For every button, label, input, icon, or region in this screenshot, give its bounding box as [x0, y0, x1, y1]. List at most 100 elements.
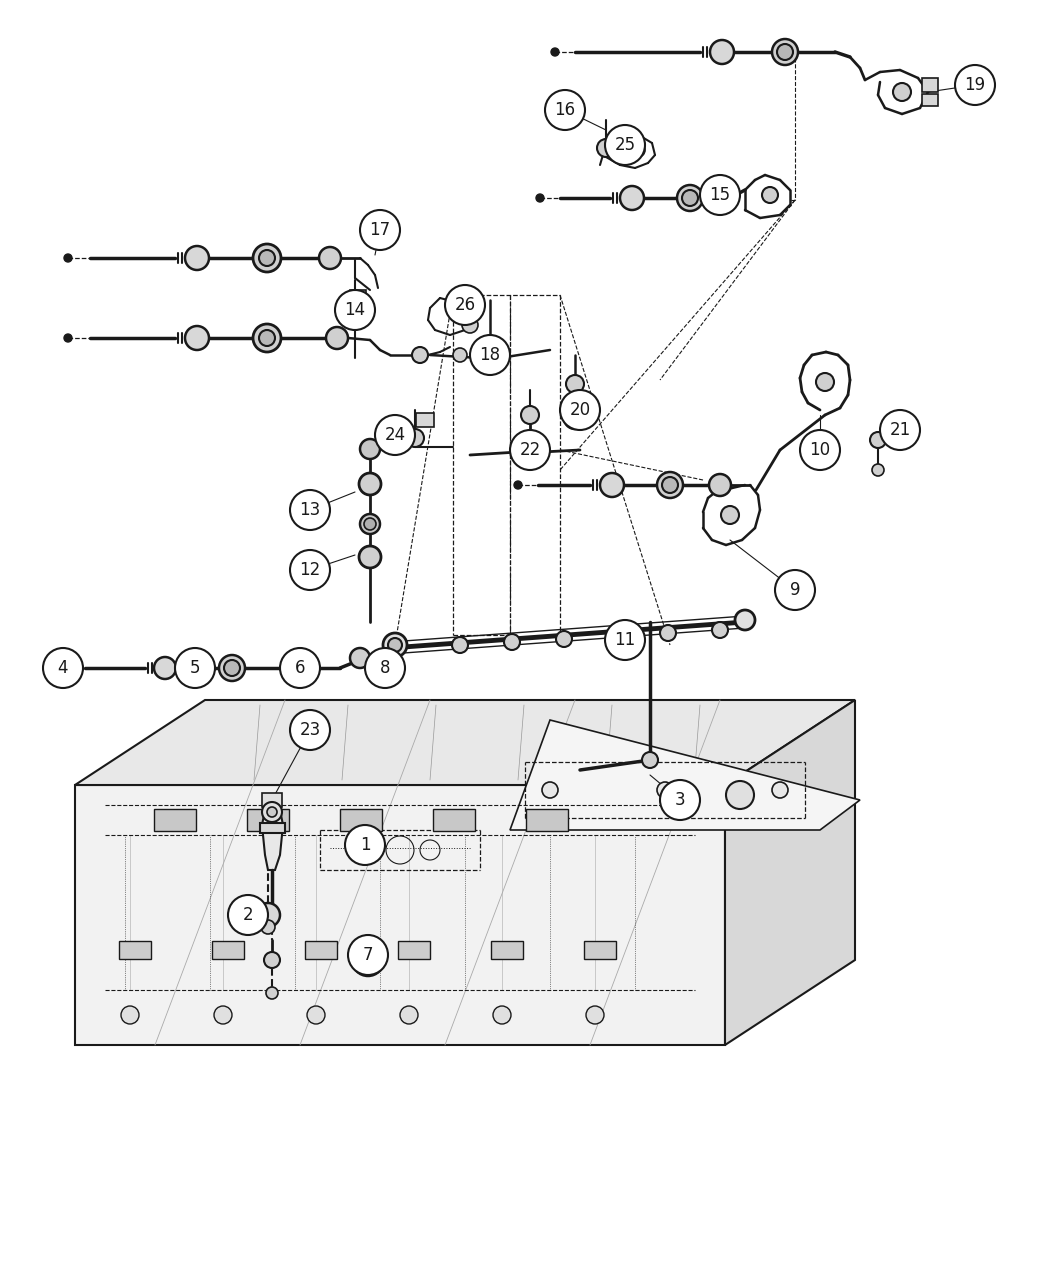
Circle shape — [504, 634, 520, 650]
Circle shape — [620, 186, 644, 210]
Circle shape — [452, 638, 468, 653]
Bar — [922, 94, 938, 106]
Bar — [304, 941, 337, 959]
Text: 8: 8 — [380, 659, 391, 677]
Circle shape — [453, 348, 467, 362]
Circle shape — [816, 374, 834, 391]
Circle shape — [726, 782, 754, 810]
Text: 5: 5 — [190, 659, 201, 677]
Bar — [491, 941, 523, 959]
Circle shape — [800, 430, 840, 470]
Circle shape — [542, 782, 558, 798]
Circle shape — [228, 895, 268, 935]
Circle shape — [700, 175, 740, 215]
Circle shape — [445, 286, 485, 325]
Circle shape — [551, 48, 559, 56]
Circle shape — [872, 464, 884, 476]
Circle shape — [518, 440, 542, 464]
Bar — [416, 413, 434, 427]
Circle shape — [352, 944, 384, 975]
Circle shape — [762, 187, 778, 203]
Circle shape — [660, 625, 676, 641]
Bar — [262, 793, 282, 807]
Circle shape — [290, 710, 330, 750]
Circle shape — [510, 430, 550, 470]
Circle shape — [375, 414, 415, 455]
Circle shape — [712, 622, 728, 638]
Circle shape — [514, 481, 522, 490]
Circle shape — [406, 428, 424, 448]
Text: 2: 2 — [243, 907, 253, 924]
Polygon shape — [510, 720, 860, 830]
Circle shape — [319, 247, 341, 269]
Bar — [259, 822, 285, 833]
Circle shape — [359, 473, 381, 495]
Circle shape — [359, 546, 381, 567]
Circle shape — [253, 324, 281, 352]
Circle shape — [335, 289, 375, 330]
Circle shape — [536, 194, 544, 201]
Text: 22: 22 — [520, 441, 541, 459]
Bar — [433, 810, 475, 831]
Bar — [154, 810, 196, 831]
Circle shape — [364, 518, 376, 530]
Circle shape — [175, 648, 215, 689]
Circle shape — [564, 407, 586, 428]
Circle shape — [290, 490, 330, 530]
Circle shape — [266, 987, 278, 1000]
Circle shape — [264, 952, 280, 968]
Circle shape — [359, 951, 377, 969]
Text: 11: 11 — [614, 631, 635, 649]
Circle shape — [494, 1006, 511, 1024]
Circle shape — [880, 411, 920, 450]
Circle shape — [360, 439, 380, 459]
Text: 16: 16 — [554, 101, 575, 119]
Text: 6: 6 — [295, 659, 306, 677]
Circle shape — [365, 648, 405, 689]
Circle shape — [44, 664, 52, 672]
Circle shape — [600, 473, 624, 497]
Bar — [247, 810, 289, 831]
Circle shape — [657, 472, 682, 499]
Circle shape — [259, 330, 275, 346]
Circle shape — [185, 246, 209, 270]
Polygon shape — [75, 700, 855, 785]
Circle shape — [605, 125, 645, 164]
Circle shape — [185, 326, 209, 351]
Text: 1: 1 — [360, 836, 371, 854]
Circle shape — [284, 653, 313, 683]
Circle shape — [289, 659, 307, 677]
Bar — [526, 810, 568, 831]
Text: 18: 18 — [480, 346, 501, 363]
Circle shape — [354, 831, 382, 859]
Circle shape — [280, 648, 320, 689]
Circle shape — [290, 550, 330, 590]
Circle shape — [256, 903, 280, 927]
Bar — [922, 78, 938, 92]
Circle shape — [545, 91, 585, 130]
Circle shape — [631, 143, 645, 157]
Circle shape — [566, 375, 584, 393]
Text: 12: 12 — [299, 561, 320, 579]
Circle shape — [682, 190, 698, 207]
Text: 14: 14 — [344, 301, 365, 319]
Text: 20: 20 — [569, 402, 590, 419]
Circle shape — [360, 514, 380, 534]
Circle shape — [43, 648, 83, 689]
Bar — [340, 810, 382, 831]
Circle shape — [326, 326, 348, 349]
Circle shape — [64, 254, 72, 261]
Bar — [212, 941, 244, 959]
Polygon shape — [75, 785, 724, 1046]
Circle shape — [721, 506, 739, 524]
Circle shape — [261, 921, 275, 935]
Circle shape — [307, 1006, 326, 1024]
Circle shape — [521, 405, 539, 425]
Text: 9: 9 — [790, 581, 800, 599]
Text: 7: 7 — [362, 946, 373, 964]
Circle shape — [775, 570, 815, 609]
Circle shape — [560, 390, 600, 430]
Text: 23: 23 — [299, 720, 320, 739]
Text: 19: 19 — [965, 76, 986, 94]
Text: 17: 17 — [370, 221, 391, 238]
